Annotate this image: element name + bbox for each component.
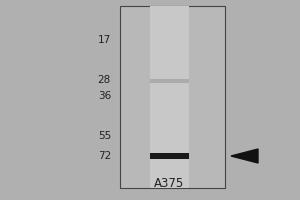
Bar (150, 79, 189, 83)
Polygon shape (231, 149, 258, 163)
Text: 28: 28 (98, 75, 111, 85)
Text: 55: 55 (98, 131, 111, 141)
Bar (120, 6, 225, 188)
Text: 36: 36 (98, 91, 111, 101)
Text: 72: 72 (98, 151, 111, 161)
Bar (150, 153, 189, 159)
Text: 17: 17 (98, 35, 111, 45)
Text: A375: A375 (154, 177, 184, 190)
Bar (150, 6, 189, 188)
